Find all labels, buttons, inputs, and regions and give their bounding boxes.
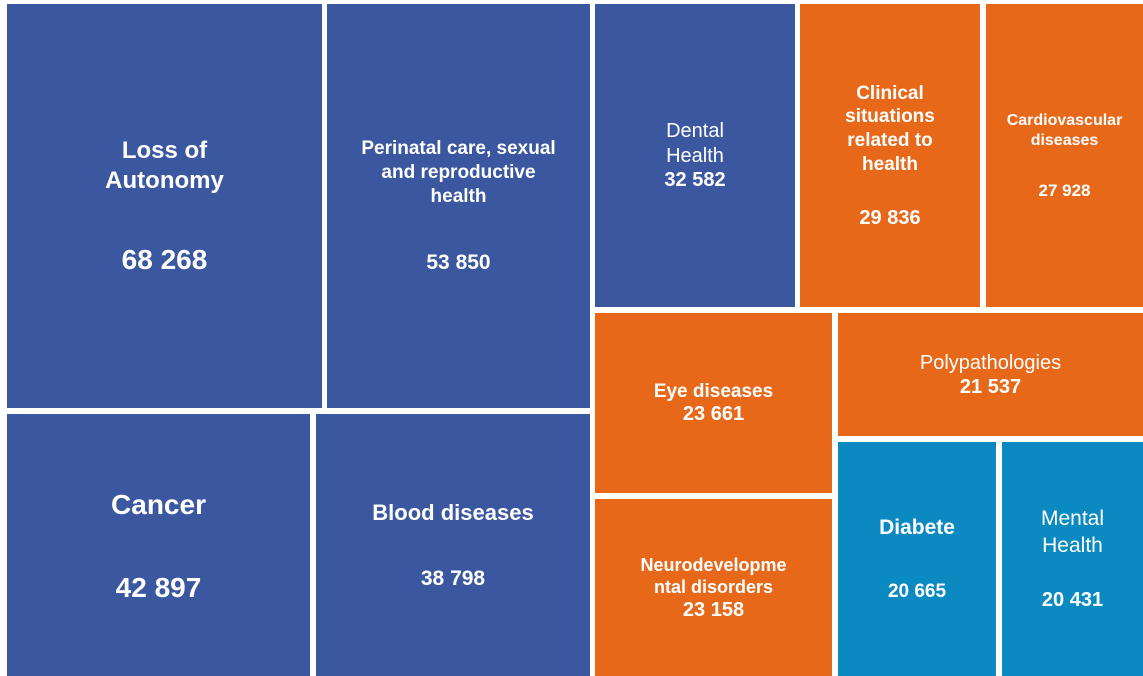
tile-value: 29 836 [859,206,921,229]
tile-label: Polypathologies [919,351,1062,374]
tile-value: 20 665 [887,581,947,603]
tile-value: 27 928 [1038,180,1091,200]
treemap-tile: Diabete 20 665 [838,442,996,676]
tile-label: Dental Health [666,120,724,167]
treemap-tile: Neurodevelopmental disorders 23 158 [595,499,832,676]
tile-label: Eye diseases [653,380,774,402]
tile-label: Neurodevelopmental disorders [640,554,787,598]
tile-label: Mental Health [1040,507,1105,557]
treemap-tile: Polypathologies 21 537 [838,313,1143,436]
treemap-tile: Clinical situations related to health 29 … [800,4,980,307]
treemap-tile: Blood diseases 38 798 [316,414,590,676]
tile-value: 42 897 [115,571,202,603]
treemap-tile: Mental Health 20 431 [1002,442,1143,676]
tile-value: 38 798 [420,566,486,590]
treemap-tile: Cardiovascular diseases 27 928 [986,4,1143,307]
tile-label: Cancer [111,488,206,520]
tile-value: 32 582 [664,169,726,191]
tile-value: 21 537 [959,375,1022,398]
tile-label: Cardiovascular diseases [1006,111,1123,149]
tile-value: 23 158 [682,598,745,621]
treemap-tile: Dental Health 32 582 [595,4,795,307]
tile-label: Loss of Autonomy [105,137,224,194]
tile-value: 20 431 [1041,588,1104,611]
tile-value: 23 661 [682,403,745,426]
tile-label: Clinical situations related to health [845,82,935,175]
tile-label: Blood diseases [372,500,534,526]
treemap-tile: Eye diseases 23 661 [595,313,832,493]
treemap-tile: Loss of Autonomy 68 268 [7,4,322,408]
treemap-tile: Cancer 42 897 [7,414,310,676]
tile-value: 53 850 [426,250,491,274]
tile-label: Perinatal care, sexual and reproductive … [361,138,556,207]
tile-value: 68 268 [121,244,208,275]
tile-label: Diabete [879,515,955,539]
treemap-tile: Perinatal care, sexual and reproductive … [327,4,590,408]
